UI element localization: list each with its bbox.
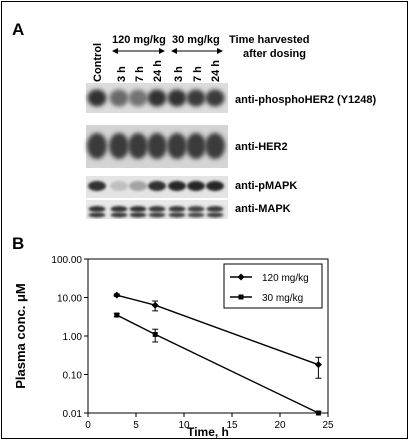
blot-her2	[86, 125, 228, 168]
band	[147, 133, 167, 159]
band	[110, 206, 128, 212]
band	[206, 206, 224, 212]
lane-label-120-7h: 7 h	[134, 66, 146, 82]
band	[167, 133, 187, 159]
x-tick-label: 20	[274, 420, 286, 431]
band	[187, 206, 205, 212]
x-tick-label: 25	[322, 420, 334, 431]
data-point	[113, 291, 121, 299]
band	[109, 89, 129, 107]
blot-label-phosphoher2: anti-phosphoHER2 (Y1248)	[235, 94, 377, 106]
band	[187, 212, 205, 218]
panel-b-letter: B	[12, 234, 25, 253]
legend-label: 120 mg/kg	[262, 273, 309, 284]
legend-label: 30 mg/kg	[262, 293, 303, 304]
band	[168, 206, 186, 212]
blot-label-pmapk: anti-pMAPK	[235, 180, 297, 192]
band	[129, 206, 147, 212]
time-note-line-2: after dosing	[243, 48, 306, 60]
x-axis-label: Time, h	[187, 425, 229, 439]
band	[206, 212, 224, 218]
band	[167, 89, 187, 107]
band	[128, 89, 148, 107]
lane-label-control: Control	[92, 43, 104, 82]
band	[88, 181, 106, 191]
band	[186, 89, 206, 107]
band	[147, 89, 167, 107]
band	[206, 181, 224, 191]
x-tick-label: 10	[178, 420, 190, 431]
blot-label-her2: anti-HER2	[235, 141, 288, 153]
y-axis-label: Plasma conc. μM	[13, 283, 28, 389]
dose-label-120: 120 mg/kg	[112, 34, 166, 46]
blot-label-mapk: anti-MAPK	[235, 203, 291, 215]
band	[110, 181, 128, 191]
y-tick-label: 1.00	[63, 332, 83, 343]
blot-mapk	[86, 200, 228, 219]
y-tick-label: 0.10	[63, 371, 83, 382]
x-tick-label: 0	[85, 420, 91, 431]
legend-item: 120 mg/kg	[230, 273, 309, 284]
band	[148, 212, 166, 218]
data-point	[114, 312, 120, 318]
legend: 120 mg/kg 30 mg/kg	[223, 263, 323, 309]
legend-box	[223, 263, 323, 309]
lane-label-30-3h: 3 h	[173, 66, 185, 82]
data-point	[238, 294, 244, 300]
band	[186, 133, 206, 159]
series-30	[113, 312, 322, 416]
panel-b-chart: 0.01 0.10 1.00 10.00 100.00 0 5 10 15 20 25 Plasm…	[13, 255, 334, 439]
data-point	[237, 273, 245, 281]
band	[168, 212, 186, 218]
band	[109, 133, 129, 159]
y-tick-label: 10.00	[57, 294, 82, 305]
blot-phosphoher2	[86, 83, 228, 113]
band	[128, 133, 148, 159]
x-tick-label: 5	[133, 420, 139, 431]
band	[148, 181, 166, 191]
blot-pmapk	[86, 176, 228, 198]
band	[187, 181, 205, 191]
band	[168, 181, 186, 191]
series-120	[113, 291, 322, 379]
data-point	[315, 410, 321, 416]
band	[87, 133, 107, 159]
data-point	[151, 301, 159, 309]
lane-label-120-24h: 24 h	[152, 60, 164, 82]
x-tick-label: 15	[226, 420, 238, 431]
band	[205, 133, 225, 159]
band	[88, 206, 106, 212]
data-point	[152, 331, 158, 337]
band	[148, 206, 166, 212]
lane-label-30-24h: 24 h	[210, 60, 222, 82]
time-note-line-1: Time harvested	[229, 34, 310, 46]
band	[129, 212, 147, 218]
dose-label-30: 30 mg/kg	[172, 34, 220, 46]
lane-label-120-3h: 3 h	[116, 66, 128, 82]
y-tick-label: 0.01	[63, 409, 83, 420]
band	[110, 212, 128, 218]
panel-a-blots: Control 3 h 7 h 24 h 3 h 7 h 24 h 120 mg…	[86, 34, 377, 219]
data-point	[314, 361, 322, 369]
y-tick-label: 100.00	[51, 255, 82, 266]
legend-item: 30 mg/kg	[230, 293, 303, 304]
band	[205, 89, 225, 107]
band	[87, 89, 107, 107]
band	[88, 212, 106, 218]
panel-a-letter: A	[12, 20, 25, 39]
band	[129, 181, 147, 191]
lane-label-30-7h: 7 h	[192, 66, 204, 82]
